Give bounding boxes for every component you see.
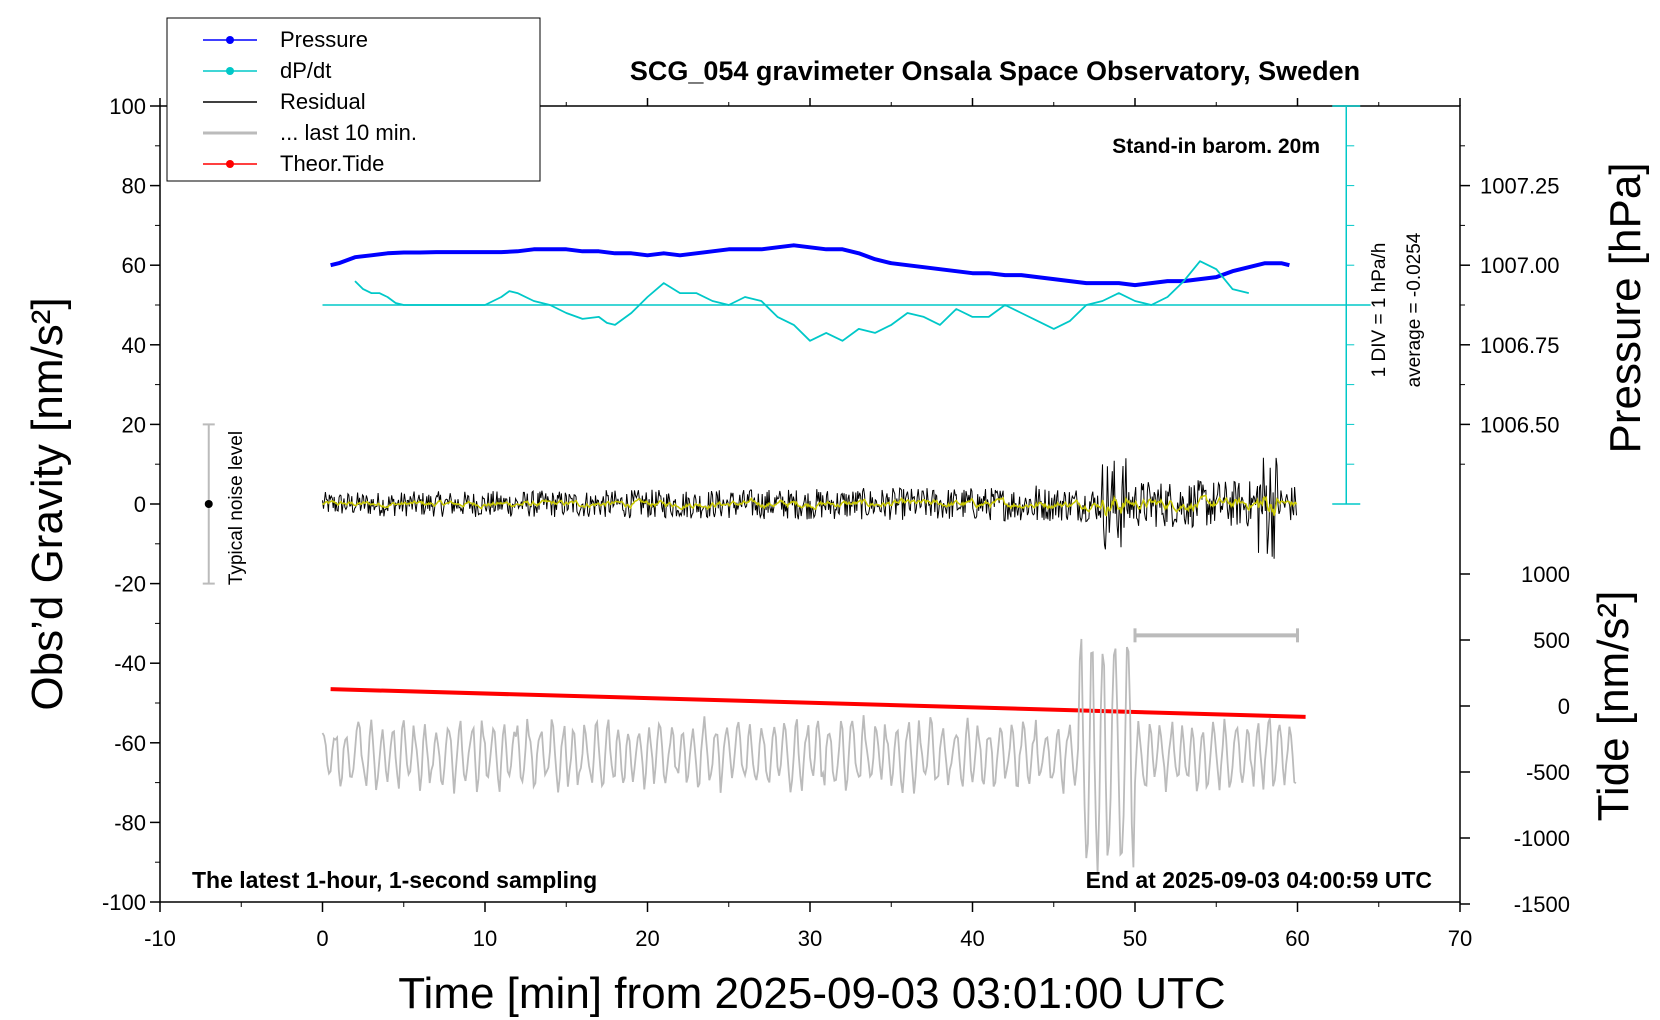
average-label: average = -0.0254 [1404, 232, 1425, 387]
legend: Pressure dP/dt Residual ... last 10 min. The… [166, 17, 541, 182]
pressure-tick-label: 1006.75 [1480, 333, 1560, 358]
residual-line [322, 457, 1297, 559]
y-tick-label: 0 [134, 492, 146, 517]
last-10-min-bar [1133, 628, 1299, 643]
pressure-tick-label: 1007.00 [1480, 253, 1560, 278]
y-tick-label: -40 [114, 651, 146, 676]
x-tick-label: 40 [960, 926, 984, 951]
legend-box [166, 17, 541, 182]
pressure-line [330, 243, 1290, 288]
left-y-axis-label: Obs’d Gravity [nm/s²] [23, 297, 72, 710]
chart-title: SCG_054 gravimeter Onsala Space Observat… [630, 56, 1360, 86]
noise-traces [321, 457, 1298, 874]
x-tick-label: 10 [473, 926, 497, 951]
pressure-tick-label: 1006.50 [1480, 412, 1560, 437]
filtered-residual-line [322, 494, 1298, 517]
typical-noise-level-marker [202, 423, 215, 585]
tide-axis-label: Tide [nm/s²] [1589, 591, 1638, 822]
tide-tick-label: -1000 [1514, 826, 1570, 851]
x-axis-label: Time [min] from 2025-09-03 03:01:00 UTC [398, 969, 1225, 1018]
legend-marker [226, 160, 234, 168]
tide-tick-label: 1000 [1521, 562, 1570, 587]
y-tick-label: -100 [102, 890, 146, 915]
legend-label: Residual [280, 89, 366, 114]
pressure-axis-label: Pressure [hPa] [1601, 162, 1650, 453]
legend-label: Theor.Tide [280, 151, 384, 176]
dpdt-scale-bar [1332, 105, 1361, 505]
x-tick-label: 70 [1448, 926, 1472, 951]
x-tick-label: -10 [144, 926, 176, 951]
legend-label: ... last 10 min. [280, 120, 417, 145]
legend-marker [226, 67, 234, 75]
legend-label: Pressure [280, 27, 368, 52]
legend-marker [226, 36, 234, 44]
tide-tick-label: -1500 [1514, 892, 1570, 917]
y-tick-label: -60 [114, 731, 146, 756]
tide-tick-label: 500 [1533, 628, 1570, 653]
bottom-left-note: The latest 1-hour, 1-second sampling [192, 867, 597, 893]
y-tick-label: 40 [122, 333, 146, 358]
y-tick-label: 80 [122, 174, 146, 199]
bottom-right-note: End at 2025-09-03 04:00:59 UTC [1086, 867, 1432, 893]
tick-labels: -10 0 10 20 30 40 50 60 70100806040200-20-40-60-… [102, 94, 1570, 951]
tide-tick-label: -500 [1526, 760, 1570, 785]
y-tick-label: 60 [122, 253, 146, 278]
div-scale-label: 1 DIV = 1 hPa/h [1369, 243, 1390, 378]
theor-tide-line [330, 687, 1306, 719]
x-tick-label: 0 [316, 926, 328, 951]
y-tick-label: 20 [122, 412, 146, 437]
series-layer [330, 243, 1306, 719]
noise-center-dot [204, 500, 213, 508]
pressure-tick-label: 1007.25 [1480, 174, 1560, 199]
y-tick-label: -80 [114, 810, 146, 835]
noise-level-label: Typical noise level [226, 431, 247, 585]
x-tick-label: 60 [1285, 926, 1309, 951]
x-tick-label: 30 [798, 926, 822, 951]
last-10-min-line [321, 638, 1297, 874]
x-tick-label: 50 [1123, 926, 1147, 951]
legend-label: dP/dt [280, 58, 331, 83]
tide-tick-label: 0 [1558, 694, 1570, 719]
dp-dt-line [354, 260, 1250, 342]
y-tick-label: -20 [114, 572, 146, 597]
x-tick-label: 20 [635, 926, 659, 951]
stand-in-barometer-label: Stand-in barom. 20m [1112, 135, 1320, 158]
y-tick-label: 100 [109, 94, 146, 119]
